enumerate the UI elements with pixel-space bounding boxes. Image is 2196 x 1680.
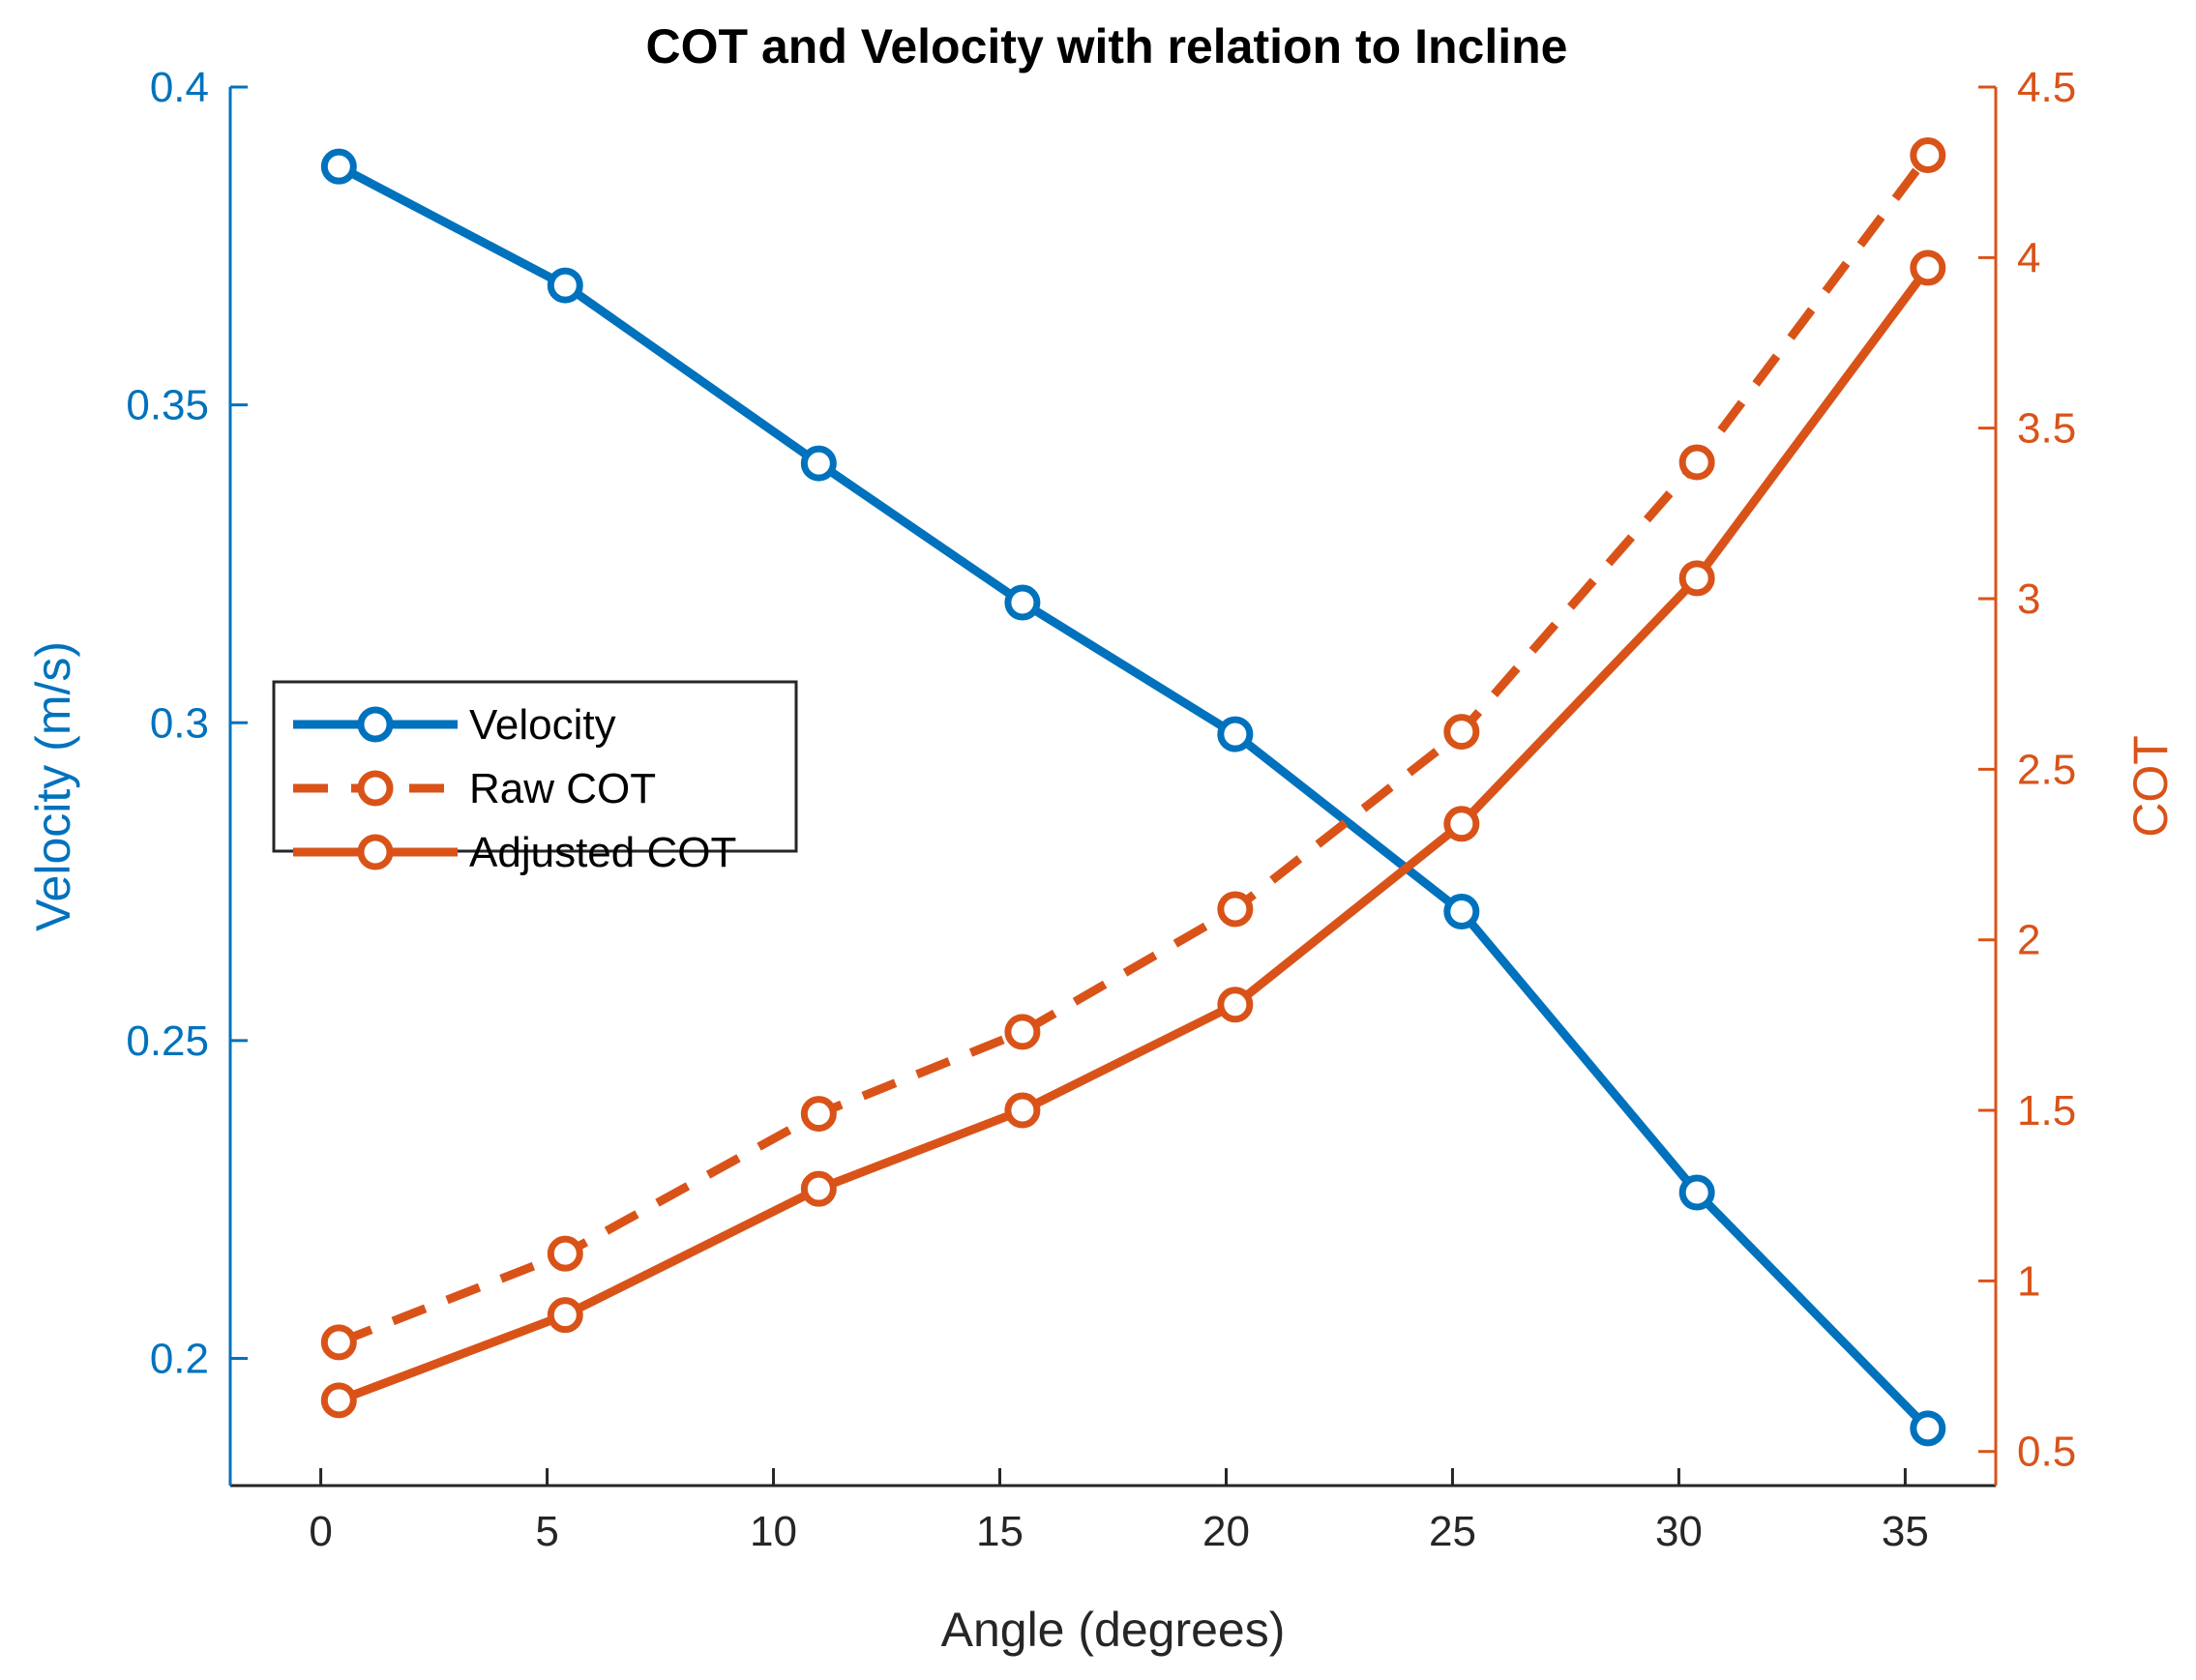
legend-entry: Velocity <box>293 701 616 749</box>
data-point <box>1678 560 1715 597</box>
x-tick-label: 15 <box>976 1508 1024 1555</box>
legend-label: Adjusted COT <box>469 829 736 876</box>
legend-entry: Adjusted COT <box>293 829 736 876</box>
x-tick-label: 10 <box>750 1508 797 1555</box>
y-right-tick-label: 4 <box>2017 234 2040 281</box>
y-right-tick-label: 3 <box>2017 575 2040 623</box>
data-point <box>547 267 583 304</box>
y-left-tick-label: 0.2 <box>150 1336 209 1383</box>
y-right-tick-label: 1 <box>2017 1257 2040 1305</box>
series-line <box>337 265 1932 1405</box>
y-right-tick-label: 3.5 <box>2017 405 2076 453</box>
data-point <box>1004 584 1041 621</box>
data-point <box>1443 806 1480 842</box>
y-right-tick-label: 2.5 <box>2017 746 2076 793</box>
series-line <box>337 152 1932 1347</box>
data-point <box>800 1170 837 1207</box>
x-axis-title: Angle (degrees) <box>941 1603 1286 1657</box>
data-point <box>1004 1014 1041 1050</box>
y-right-tick-label: 1.5 <box>2017 1087 2076 1135</box>
y-left-tick-label: 0.35 <box>126 382 209 429</box>
legend-box <box>272 680 798 853</box>
data-point <box>547 1297 583 1334</box>
data-point <box>1910 1410 1946 1447</box>
y-left-tick-label: 0.4 <box>150 64 209 111</box>
y-left-axis-title: Velocity (m/s) <box>26 641 80 931</box>
data-point <box>1910 250 1946 286</box>
data-point <box>320 1382 357 1419</box>
legend-entry: Raw COT <box>293 765 656 812</box>
series-layer <box>320 137 1946 1447</box>
legend-marker-swatch <box>357 706 394 743</box>
series-line <box>337 162 1932 1431</box>
y-right-tick-label: 2 <box>2017 917 2040 964</box>
x-tick-label: 20 <box>1202 1508 1250 1555</box>
legend-label: Velocity <box>469 701 616 749</box>
y-left-tick-label: 0.3 <box>150 699 209 747</box>
x-tick-label: 35 <box>1882 1508 1929 1555</box>
data-point <box>1678 1174 1715 1211</box>
legend-marker-swatch <box>357 770 394 807</box>
data-point <box>800 445 837 482</box>
data-point <box>320 1324 357 1361</box>
legend-label: Raw COT <box>469 765 656 812</box>
data-point <box>1678 444 1715 481</box>
legend-marker-swatch <box>357 834 394 870</box>
series-raw-cot <box>320 137 1946 1361</box>
axes: 0 5 10 15 20 25 30 35 0.2 0.25 0.3 0.35 0.4 0.5 1 1.5 2 2… <box>26 64 2178 1657</box>
data-point <box>320 148 357 185</box>
x-tick-label: 25 <box>1429 1508 1476 1555</box>
series-velocity <box>320 148 1946 1447</box>
data-point <box>1217 716 1254 752</box>
series-adjusted-cot <box>320 250 1946 1419</box>
data-point <box>1217 987 1254 1023</box>
data-point <box>800 1096 837 1133</box>
y-right-tick-label: 0.5 <box>2017 1429 2076 1476</box>
data-point <box>1443 714 1480 751</box>
data-point <box>1443 893 1480 929</box>
data-point <box>1004 1092 1041 1129</box>
legend: Velocity Raw COT Adjusted COT <box>272 680 798 876</box>
x-tick-label: 30 <box>1655 1508 1703 1555</box>
y-right-tick-label: 4.5 <box>2017 64 2076 111</box>
x-tick-label: 5 <box>535 1508 558 1555</box>
data-point <box>1910 137 1946 174</box>
y-left-tick-label: 0.25 <box>126 1017 209 1065</box>
x-tick-label: 0 <box>309 1508 332 1555</box>
data-point <box>1217 891 1254 928</box>
y-right-axis-title: COT <box>2123 735 2178 838</box>
chart-title: COT and Velocity with relation to Inclin… <box>646 19 1568 74</box>
data-point <box>547 1235 583 1272</box>
